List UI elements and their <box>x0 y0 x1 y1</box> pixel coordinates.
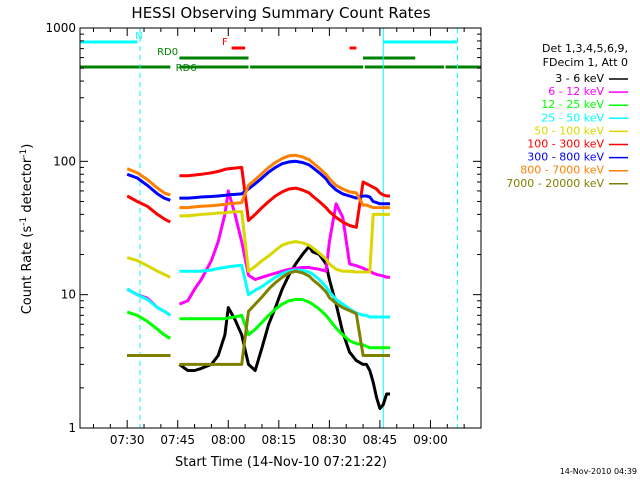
x-tick-label-6: 09:00 <box>413 433 448 447</box>
legend-header-2: FDecim 1, Att 0 <box>543 56 628 69</box>
y-label-sup2: -1 <box>19 149 29 158</box>
legend-header-1: Det 1,3,4,5,6,9, <box>542 42 628 55</box>
legend: Det 1,3,4,5,6,9, FDecim 1, Att 0 3 - 6 k… <box>506 42 628 190</box>
legend-entry-2: 12 - 25 keV <box>541 98 604 111</box>
series-line-7 <box>126 153 390 210</box>
x-tick-label-3: 08:15 <box>262 433 297 447</box>
legend-entry-3: 25 - 50 keV <box>541 111 604 124</box>
data-series <box>126 153 390 410</box>
y-axis-label: Count Rate (s-1 detector-1) <box>19 144 35 315</box>
x-tick-label-1: 07:45 <box>160 433 195 447</box>
series-line-4 <box>126 210 390 279</box>
y-axis: 1 10 100 1000 <box>45 21 481 435</box>
flag-bars: N F RD0 RD6 <box>80 31 481 74</box>
y-tick-label-1: 10 <box>61 288 76 302</box>
series-line-6 <box>126 159 390 206</box>
y-tick-label-2: 100 <box>53 154 76 168</box>
y-label-part1: Count Rate (s <box>20 226 35 315</box>
legend-entry-4: 50 - 100 keV <box>534 124 604 137</box>
flag-rd6-label: RD6 <box>176 63 197 74</box>
x-axis: 07:30 07:45 08:00 08:15 08:30 08:45 09:00 <box>92 28 465 447</box>
x-tick-label-5: 08:45 <box>363 433 398 447</box>
series-line-2 <box>126 298 390 350</box>
x-tick-label-0: 07:30 <box>110 433 145 447</box>
legend-entry-0: 3 - 6 keV <box>555 72 604 85</box>
legend-entry-5: 100 - 300 keV <box>527 138 604 151</box>
plot-timestamp: 14-Nov-2010 04:39 <box>560 467 637 476</box>
y-label-part2: detector <box>20 157 35 217</box>
chart-title: HESSI Observing Summary Count Rates <box>131 4 430 22</box>
series-line-5 <box>126 165 390 229</box>
series-line-8 <box>127 269 390 366</box>
plot-frame <box>79 27 482 429</box>
flag-rd0-label: RD0 <box>157 47 178 58</box>
y-label-part3: ) <box>20 144 35 149</box>
y-label-sup1: -1 <box>19 217 29 226</box>
flag-n-label: N <box>135 31 142 42</box>
legend-entry-6: 300 - 800 keV <box>527 151 604 164</box>
y-tick-label-3: 1000 <box>45 21 76 35</box>
y-tick-label-0: 1 <box>68 421 76 435</box>
flag-f-label: F <box>222 37 228 48</box>
legend-entry-8: 7000 - 20000 keV <box>506 177 604 190</box>
x-tick-label-2: 08:00 <box>211 433 246 447</box>
time-markers <box>79 28 458 428</box>
legend-entry-1: 6 - 12 keV <box>548 85 604 98</box>
series-line-3 <box>126 263 390 319</box>
x-tick-label-4: 08:30 <box>312 433 347 447</box>
x-axis-label: Start Time (14-Nov-10 07:21:22) <box>175 455 387 470</box>
legend-entry-7: 800 - 7000 keV <box>520 164 604 177</box>
